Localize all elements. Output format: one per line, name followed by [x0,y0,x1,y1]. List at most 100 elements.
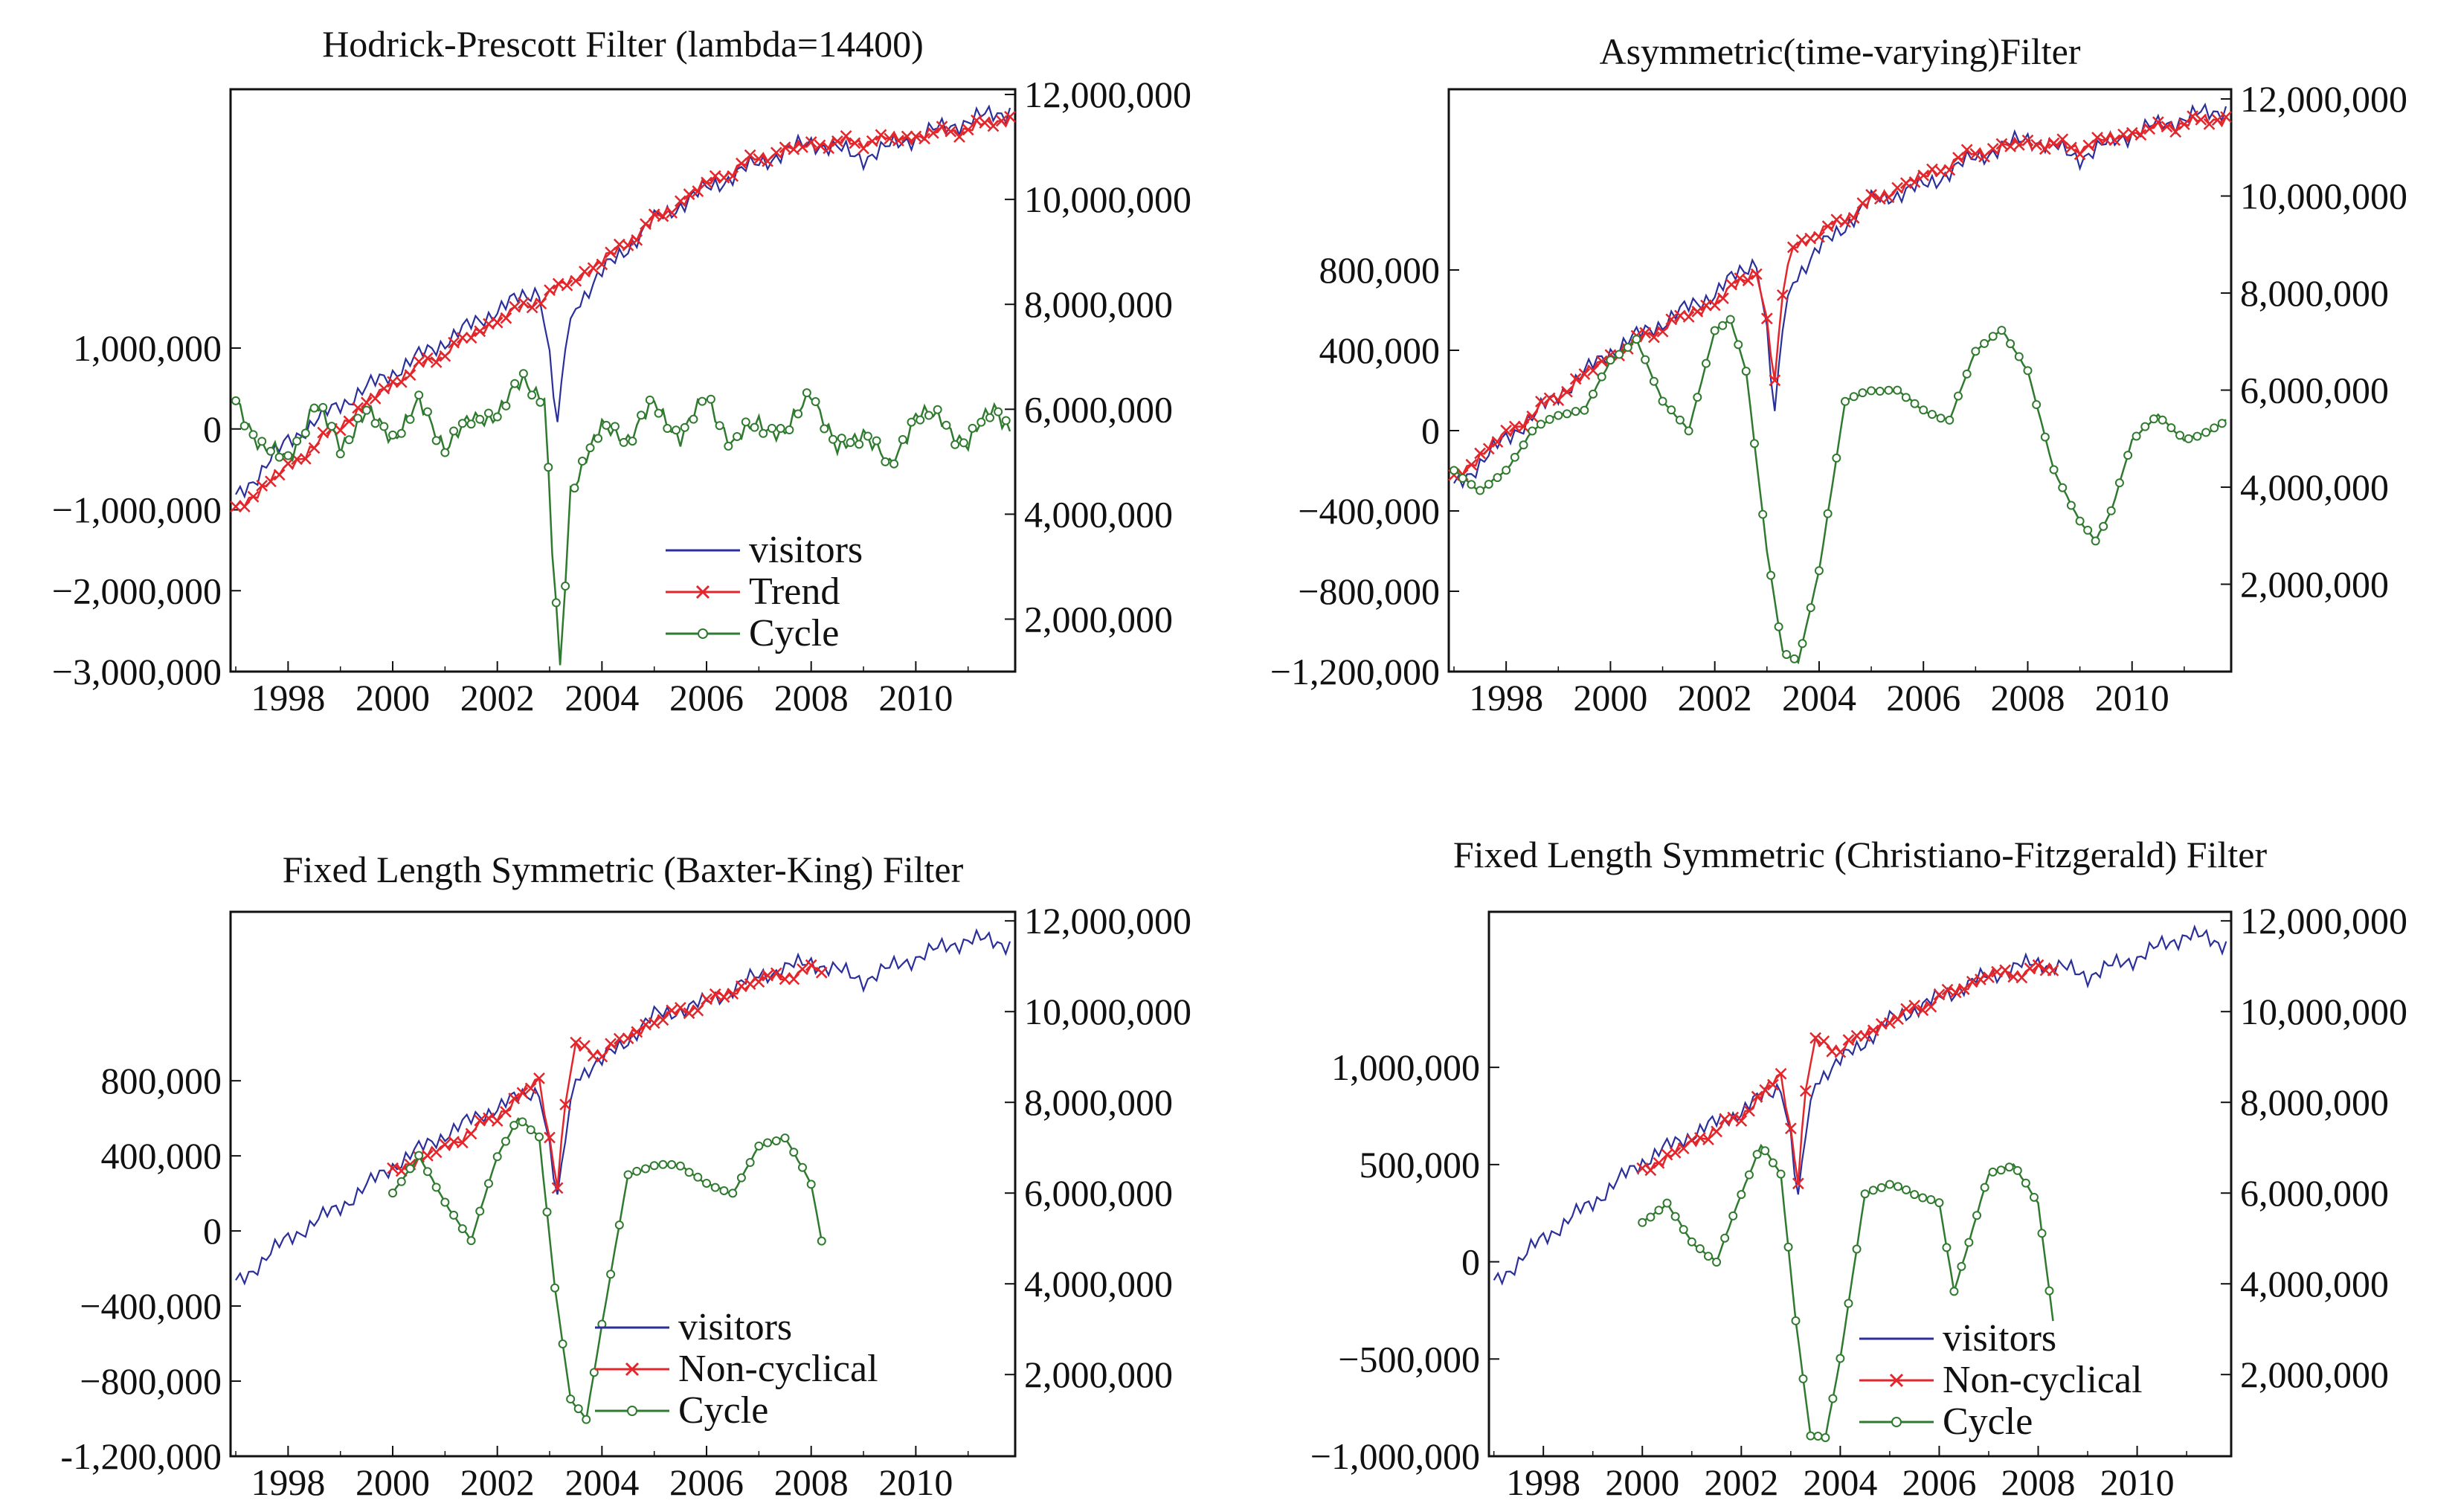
cycle-marker [1703,1252,1713,1261]
cycle-marker [628,437,637,446]
trend-marker [918,132,930,145]
cycle-marker [693,1172,703,1182]
chart-hp: Hodrick-Prescott Filter (lambda=14400) 19… [52,23,1191,718]
trend-marker [343,415,355,428]
chart-asym: Asymmetric(time-varying)Filter 1998 2000 20… [1270,30,2407,718]
cycle-marker [318,402,328,412]
trend-marker [404,369,416,381]
legend-label: Cycle [678,1389,768,1432]
cycle-marker [855,440,864,449]
cycle-marker [715,421,724,431]
cycle-marker [257,437,267,446]
cycle-marker [431,1183,441,1192]
trend-marker [2024,962,2036,974]
cycle-marker [1972,1211,1982,1220]
trend-marker [2065,141,2077,154]
trend-marker [1711,1125,1722,1138]
cycle-marker [1649,376,1658,386]
cycle-marker [1945,415,1955,425]
right-tick-label: 4,000,000 [1024,493,1173,535]
cycle-marker [405,414,415,424]
left-tick-label: −500,000 [1338,1338,1480,1380]
cycle-marker [379,422,389,431]
trend-marker [1986,143,1999,155]
trend-marker [273,469,286,481]
cycle-marker [1927,410,1937,419]
cycle-marker [1926,1195,1936,1205]
x-tick-label: 2010 [878,677,953,718]
cycle-marker [767,423,776,433]
trend-marker [2143,123,2156,135]
legend-label: visitors [1943,1317,2056,1360]
cycle-marker [2037,1229,2047,1238]
cycle-marker [745,1157,755,1167]
trend-marker [1500,424,1513,437]
cycle-marker [728,1188,738,1198]
cycle-marker [1710,326,1719,335]
trend-marker [1900,1003,1912,1015]
trend-marker [465,1127,477,1140]
cycle-marker [675,1161,685,1171]
trend-marker [631,1026,643,1038]
trend-marker [640,218,652,231]
trend-marker [953,131,965,143]
trend-marker [1656,325,1669,338]
cycle-marker [610,422,620,431]
trend-marker [1735,1115,1748,1127]
trend-marker [1830,213,1843,226]
cycle-marker [789,1148,799,1157]
cycle-marker [1744,1170,1754,1180]
trend-marker [805,959,817,971]
trend-marker [1818,1035,1830,1047]
cycle-marker [422,1167,432,1177]
cycle-marker [2140,422,2150,431]
trend-marker [369,392,382,405]
cycle-marker [1942,1243,1952,1252]
trend-marker [1474,447,1486,460]
trend-marker [1669,1146,1682,1159]
trend-marker [439,350,451,362]
trend-marker [491,316,503,329]
x-tick-label: 2000 [1605,1461,1679,1503]
trend-marker [1999,964,2012,977]
series-line-visitors [235,104,1011,499]
x-tick-label: 2000 [355,677,430,718]
cycle-marker [2032,400,2042,410]
cycle-marker [602,420,611,430]
cycle-marker [1519,440,1528,450]
cycle-marker [1823,509,1833,518]
cycle-marker [2114,478,2124,488]
cycle-marker [881,457,890,466]
cycle-marker [1798,639,1807,649]
trend-marker [744,978,756,990]
cycle-marker [1623,343,1632,353]
trend-marker [533,1072,545,1084]
right-tick-label: 6,000,000 [2240,370,2389,411]
legend-marker [1889,1373,1904,1388]
cycle-marker [405,1164,415,1174]
series-line-cycle [1453,318,2227,665]
trend-marker [744,149,756,161]
cycle-marker [684,1168,694,1177]
x-tick-label: 2006 [669,1461,744,1503]
trend-marker [516,1087,529,1099]
cycle-marker [1597,372,1606,382]
trend-marker [987,120,1000,132]
trend-marker [1569,373,1582,385]
cycle-marker [344,435,354,445]
series-line-non-cyclical [1453,114,2227,477]
cycle-marker [2058,483,2068,492]
cycle-marker [566,1394,576,1404]
right-tick-label: 8,000,000 [2240,272,2389,314]
right-tick-label: 4,000,000 [1024,1263,1173,1304]
cycle-marker [1536,419,1545,429]
left-tick-label: 500,000 [1360,1144,1481,1186]
cycle-marker [802,388,811,398]
trend-marker [1809,1032,1822,1044]
trend-marker [2015,971,2028,984]
trend-marker [971,115,982,126]
plot-frame [229,910,1017,1458]
cycle-marker [535,397,545,407]
cycle-marker [457,419,467,428]
